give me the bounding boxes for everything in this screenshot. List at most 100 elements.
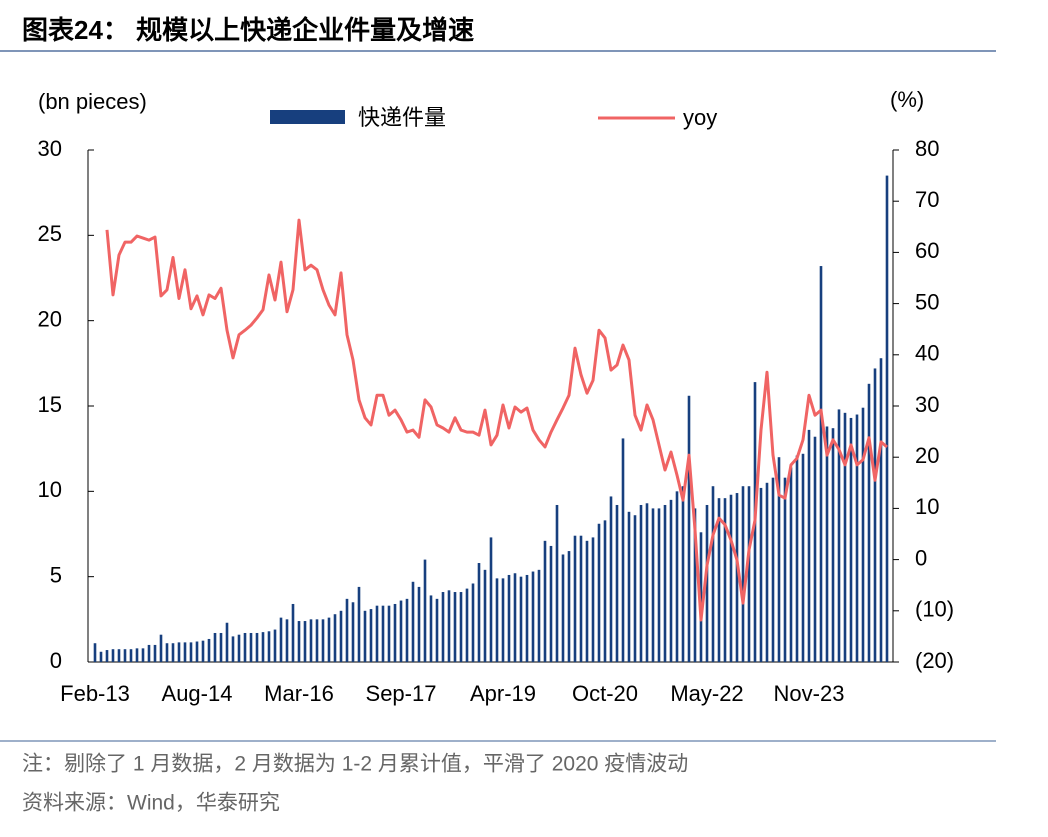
bar: [585, 540, 589, 662]
bar: [819, 266, 823, 662]
bar: [621, 438, 625, 662]
bar: [537, 569, 541, 662]
bar: [531, 571, 535, 662]
x-tick-label: Aug-14: [162, 681, 233, 706]
x-tick-label: May-22: [670, 681, 743, 706]
bar: [453, 592, 457, 662]
y2-tick-label: 60: [915, 238, 939, 263]
bar: [135, 648, 139, 662]
bar: [207, 638, 211, 662]
bar: [249, 632, 253, 662]
bar: [231, 636, 235, 662]
legend-swatch: [270, 110, 345, 124]
bar: [747, 486, 751, 662]
bar: [603, 520, 607, 662]
bar: [825, 426, 829, 662]
bar: [759, 487, 763, 662]
bar: [477, 563, 481, 662]
bar: [279, 617, 283, 662]
bar: [669, 499, 673, 662]
x-tick-label: Oct-20: [572, 681, 638, 706]
bar: [633, 515, 637, 662]
bar: [777, 457, 781, 662]
legend-label: yoy: [683, 105, 717, 130]
bar: [525, 574, 529, 662]
bar: [741, 486, 745, 662]
bar: [723, 498, 727, 662]
bar: [495, 578, 499, 662]
bar: [297, 621, 301, 662]
bar: [783, 477, 787, 662]
bar: [555, 504, 559, 662]
bar: [513, 573, 517, 662]
bar: [639, 504, 643, 662]
bar: [201, 640, 205, 662]
bar: [579, 535, 583, 662]
bar: [225, 622, 229, 662]
bar: [867, 383, 871, 662]
y2-tick-label: 10: [915, 494, 939, 519]
bar: [567, 551, 571, 662]
bar: [99, 651, 103, 662]
bar: [213, 632, 217, 662]
bar: [291, 603, 295, 662]
bar: [351, 602, 355, 662]
bar: [129, 649, 133, 662]
y2-tick-label: 50: [915, 289, 939, 314]
bar: [543, 540, 547, 662]
bar: [237, 634, 241, 662]
bar: [771, 477, 775, 662]
bar: [345, 598, 349, 662]
y-axis-label: (bn pieces): [38, 89, 147, 114]
bar: [171, 643, 175, 662]
bar: [573, 535, 577, 662]
bar: [273, 629, 277, 662]
bar: [165, 643, 169, 662]
bar: [627, 511, 631, 662]
bar: [387, 605, 391, 662]
legend-label: 快递件量: [358, 105, 446, 130]
bar: [849, 417, 853, 662]
x-tick-label: Feb-13: [60, 681, 130, 706]
bar: [357, 586, 361, 662]
bar: [831, 428, 835, 662]
bar: [105, 650, 109, 662]
y-tick-label: 20: [38, 306, 62, 331]
bar: [609, 496, 613, 662]
bar: [399, 600, 403, 662]
bar: [261, 632, 265, 662]
bar: [801, 453, 805, 662]
bar: [813, 436, 817, 662]
bar: [855, 414, 859, 662]
bar: [807, 429, 811, 662]
bar: [363, 610, 367, 662]
bar: [645, 503, 649, 662]
bar: [405, 598, 409, 662]
bar: [339, 610, 343, 662]
bar: [459, 592, 463, 662]
y2-tick-label: 0: [915, 545, 927, 570]
x-tick-label: Nov-23: [774, 681, 845, 706]
bar: [561, 554, 565, 662]
bar: [369, 609, 373, 662]
note: 注：剔除了 1 月数据，2 月数据为 1-2 月累计值，平滑了 2020 疫情波…: [22, 753, 688, 776]
bar: [489, 537, 493, 662]
bar: [411, 581, 415, 662]
x-tick-label: Apr-19: [470, 681, 536, 706]
bar: [795, 455, 799, 662]
y2-axis-label: (%): [890, 87, 924, 112]
line: [105, 218, 888, 622]
bar: [483, 569, 487, 662]
bar: [255, 632, 259, 662]
bar: [333, 614, 337, 662]
bar: [393, 603, 397, 662]
bar: [471, 583, 475, 662]
bar: [159, 634, 163, 662]
bar: [597, 523, 601, 662]
y2-tick-label: (20): [915, 648, 954, 673]
y2-tick-label: 80: [915, 136, 939, 161]
bar: [111, 649, 115, 662]
bar: [789, 467, 793, 662]
bar: [699, 532, 703, 662]
bar: [717, 498, 721, 662]
